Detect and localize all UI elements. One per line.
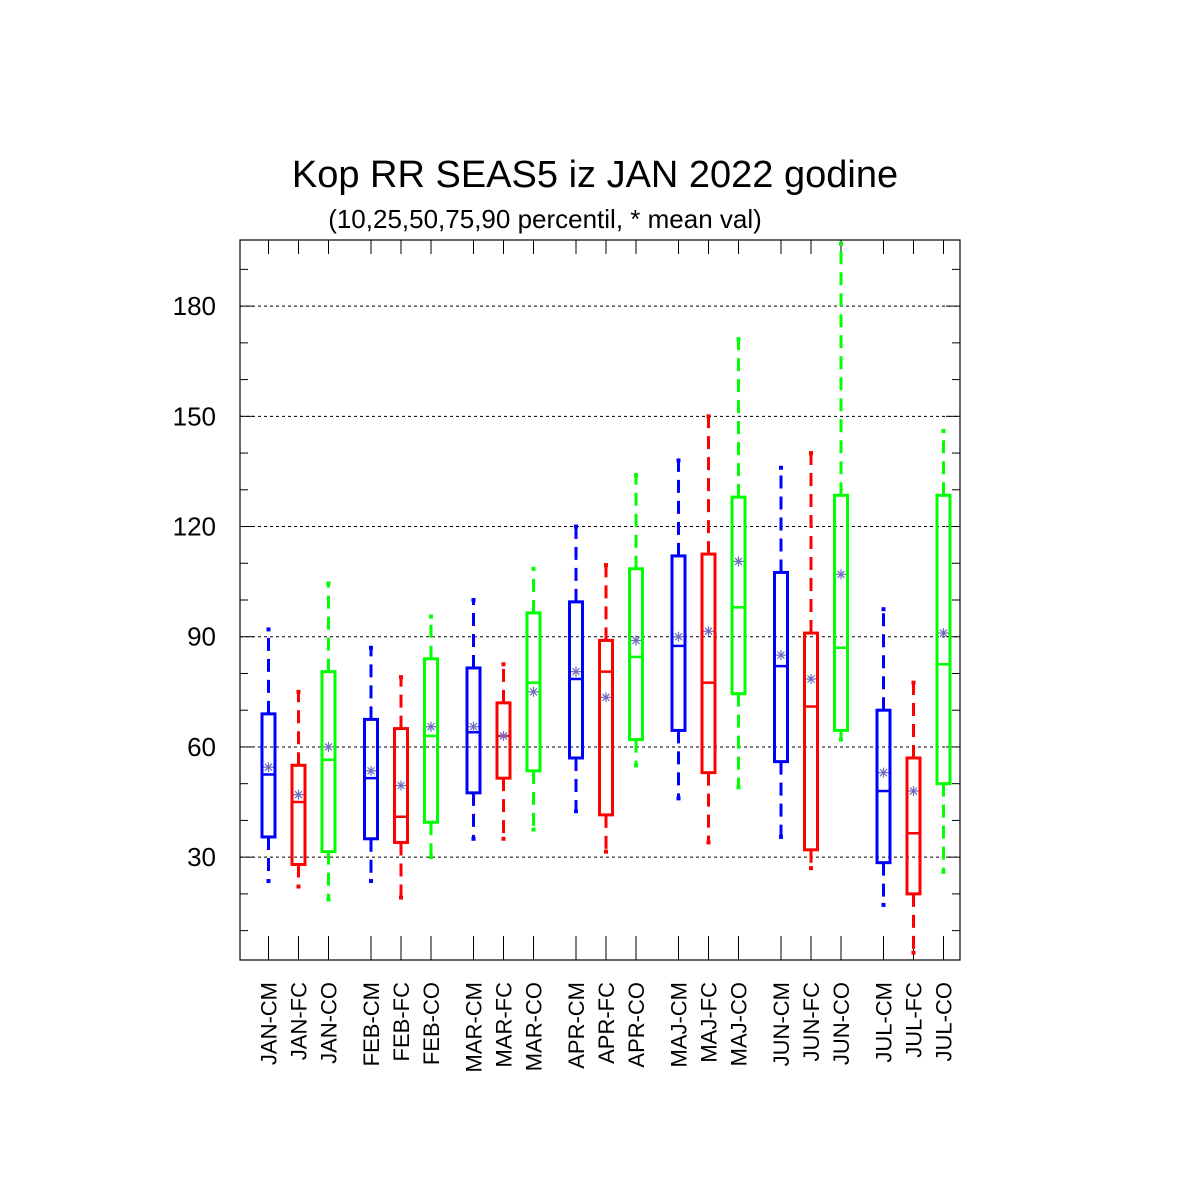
box-mar-cm [465, 598, 482, 841]
box-maj-fc [700, 414, 717, 845]
box-iqr [628, 567, 644, 742]
mean-marker [528, 686, 539, 697]
axis-ticks [240, 240, 960, 960]
box-iqr [465, 666, 482, 795]
grid-lines [240, 305, 960, 858]
mean-marker [673, 631, 684, 642]
x-tick-label: JAN-CO [317, 982, 342, 1064]
mean-marker [908, 786, 919, 797]
y-tick-label: 30 [187, 842, 216, 872]
mean-marker [571, 666, 581, 677]
box-iqr [700, 552, 717, 775]
x-tick-label: JUN-FC [799, 982, 824, 1062]
box-jun-cm [773, 465, 789, 839]
box-iqr [393, 727, 409, 844]
box-maj-cm [670, 458, 687, 801]
x-tick-label: MAR-CM [462, 982, 487, 1072]
mean-marker [323, 741, 334, 752]
mean-marker [631, 635, 641, 646]
plot-frame [239, 239, 961, 961]
box-mar-co [525, 566, 542, 832]
x-tick-label: MAJ-FC [697, 982, 722, 1063]
box-feb-co [423, 614, 439, 860]
mean-marker [733, 556, 744, 567]
box-iqr [730, 495, 747, 696]
mean-marker [366, 765, 376, 776]
x-tick-label: FEB-CO [419, 982, 444, 1065]
box-mar-fc [495, 662, 512, 841]
y-tick-label: 90 [187, 622, 216, 652]
x-tick-label: FEB-FC [389, 982, 414, 1062]
mean-marker [396, 780, 406, 791]
mean-marker [426, 721, 436, 732]
box-jul-fc [905, 680, 922, 955]
chart-subtitle: (10,25,50,75,90 percentil, * mean val) [328, 204, 762, 234]
x-tick-label: MAR-FC [492, 982, 517, 1068]
box-jan-cm [260, 627, 277, 884]
box-iqr [525, 611, 542, 773]
mean-marker [703, 626, 714, 637]
box-jul-co [935, 429, 952, 874]
box-iqr [290, 763, 307, 866]
box-apr-co [628, 473, 644, 768]
box-apr-cm [568, 524, 584, 814]
x-tick-label: APR-CO [624, 982, 649, 1068]
box-feb-fc [393, 675, 409, 900]
box-jun-fc [803, 451, 819, 871]
x-tick-label: FEB-CM [359, 982, 384, 1066]
x-tick-labels: JAN-CM JAN-FC JAN-CO FEB-CM FEB-FC FEB-CO MAR-… [257, 982, 957, 1073]
box-iqr [833, 493, 849, 732]
mean-marker [878, 767, 889, 778]
chart-title: Kop RR SEAS5 iz JAN 2022 godine [292, 154, 898, 196]
box-jun-co [833, 241, 849, 742]
box-iqr [670, 554, 687, 732]
box-jan-fc [290, 689, 307, 889]
y-tick-label: 60 [187, 732, 216, 762]
x-tick-label: JAN-CM [257, 982, 282, 1065]
mean-marker [938, 628, 949, 639]
x-tick-label: MAJ-CO [727, 982, 752, 1066]
box-series [260, 241, 952, 955]
mean-marker [601, 692, 611, 703]
x-tick-label: JAN-FC [287, 982, 312, 1060]
y-tick-label: 180 [173, 291, 216, 321]
mean-marker [776, 650, 786, 661]
box-jul-cm [875, 607, 892, 907]
x-tick-label: MAJ-CM [667, 982, 692, 1068]
x-tick-label: JUL-FC [902, 982, 927, 1058]
box-iqr [905, 756, 922, 896]
mean-marker [498, 730, 509, 741]
box-feb-cm [363, 645, 379, 884]
mean-marker [836, 569, 846, 580]
box-iqr [935, 493, 952, 786]
box-maj-co [730, 337, 747, 790]
y-tick-label: 150 [173, 401, 216, 431]
box-iqr [495, 701, 512, 780]
box-iqr [320, 670, 337, 854]
box-iqr [423, 657, 439, 824]
box-iqr [803, 631, 819, 852]
x-tick-label: JUL-CM [872, 982, 897, 1063]
mean-marker [806, 673, 816, 684]
y-tick-labels: 30 60 90 120 150 180 [173, 291, 216, 872]
mean-marker [293, 789, 304, 800]
x-tick-label: APR-FC [594, 982, 619, 1064]
mean-marker [468, 721, 479, 732]
mean-marker [263, 762, 274, 773]
y-tick-label: 120 [173, 512, 216, 542]
box-jan-co [320, 581, 337, 902]
x-tick-label: JUN-CO [829, 982, 854, 1065]
box-apr-fc [598, 563, 614, 854]
x-tick-label: JUN-CM [769, 982, 794, 1066]
box-iqr [598, 638, 614, 817]
box-iqr [875, 708, 892, 865]
x-tick-label: JUL-CO [932, 982, 957, 1061]
x-tick-label: APR-CM [564, 982, 589, 1069]
x-tick-label: MAR-CO [522, 982, 547, 1071]
